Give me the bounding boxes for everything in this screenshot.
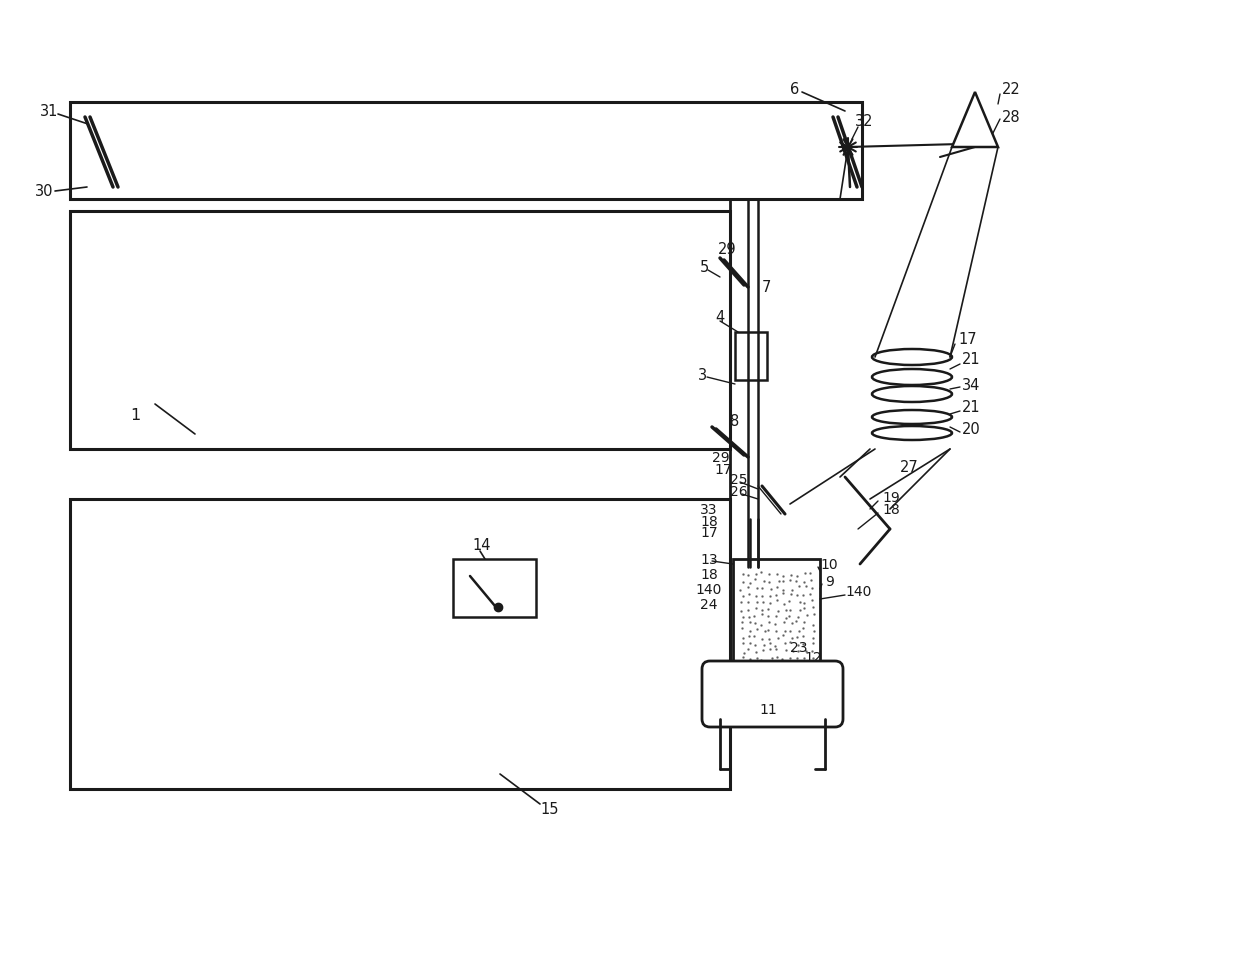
Text: 15: 15	[539, 802, 558, 817]
Text: 140: 140	[844, 585, 872, 599]
Text: 3: 3	[698, 367, 707, 382]
Text: 11: 11	[759, 702, 777, 716]
Text: 140: 140	[694, 583, 722, 597]
Text: 29: 29	[712, 451, 729, 465]
Text: 1: 1	[130, 407, 140, 422]
Bar	[69, 212, 730, 450]
Text: 32: 32	[856, 114, 873, 129]
Text: 21: 21	[962, 352, 981, 367]
Text: 33: 33	[701, 503, 718, 516]
Text: 26: 26	[730, 484, 748, 499]
Text: 18: 18	[882, 503, 900, 516]
Text: 28: 28	[1002, 111, 1021, 125]
Text: 24: 24	[701, 598, 718, 611]
Text: 23: 23	[790, 641, 807, 654]
Bar	[69, 500, 730, 789]
Text: 27: 27	[900, 460, 919, 475]
Text: 9: 9	[825, 574, 833, 589]
Text: 10: 10	[820, 557, 838, 571]
Text: 34: 34	[962, 378, 981, 392]
FancyBboxPatch shape	[702, 661, 843, 728]
Text: 13: 13	[701, 553, 718, 566]
Text: 12: 12	[804, 650, 822, 664]
Text: 17: 17	[959, 333, 977, 347]
Text: 14: 14	[472, 537, 491, 552]
Bar	[69, 103, 862, 200]
Bar	[453, 559, 536, 617]
Bar	[735, 333, 768, 380]
Text: 17: 17	[701, 525, 718, 540]
Text: 8: 8	[730, 414, 739, 429]
Text: 18: 18	[701, 567, 718, 581]
Text: 20: 20	[962, 422, 981, 437]
Text: 29: 29	[718, 243, 737, 257]
Bar	[733, 559, 820, 680]
Text: 19: 19	[882, 491, 900, 505]
Text: 4: 4	[715, 310, 724, 325]
Text: 22: 22	[1002, 82, 1021, 98]
Text: 31: 31	[40, 105, 58, 119]
Text: 30: 30	[35, 184, 53, 200]
Text: 18: 18	[701, 514, 718, 528]
Text: 25: 25	[730, 472, 748, 486]
Text: 7: 7	[763, 281, 771, 295]
Text: 6: 6	[790, 82, 800, 98]
Text: 17: 17	[714, 463, 732, 476]
Text: 5: 5	[701, 260, 709, 275]
Polygon shape	[952, 93, 998, 148]
Text: 21: 21	[962, 400, 981, 415]
